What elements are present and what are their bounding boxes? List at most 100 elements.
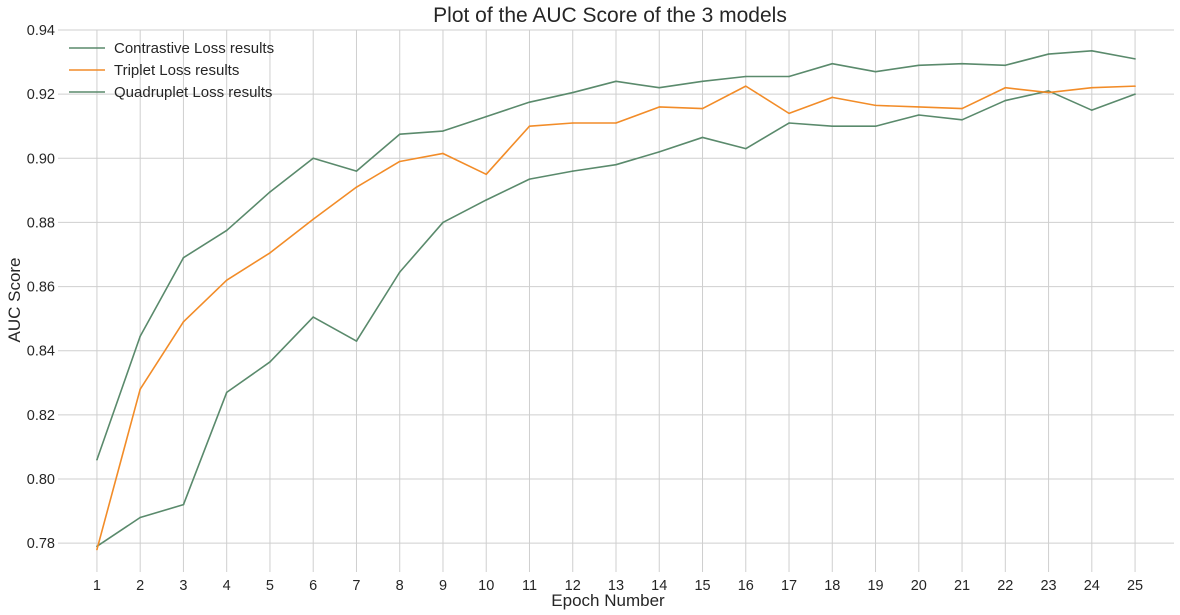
data-point-contrastive [182, 503, 185, 506]
data-point-quadruplet [874, 70, 877, 73]
x-tick-label: 14 [651, 578, 667, 594]
data-point-quadruplet [788, 75, 790, 78]
data-point-contrastive [1047, 90, 1050, 92]
data-point-quadruplet [96, 458, 98, 461]
x-tick-label: 8 [396, 578, 404, 594]
data-point-quadruplet [917, 64, 920, 67]
data-point-contrastive [355, 340, 358, 342]
x-tick-label: 3 [179, 578, 187, 594]
data-point-quadruplet [961, 62, 963, 65]
data-point-contrastive [701, 136, 704, 139]
data-point-quadruplet [831, 62, 834, 65]
data-point-contrastive [269, 361, 271, 363]
data-point-contrastive [615, 163, 617, 166]
data-point-contrastive [571, 170, 574, 172]
x-tick-label: 22 [997, 578, 1013, 594]
data-point-contrastive [398, 271, 401, 273]
series-contrastive [96, 90, 1136, 548]
data-point-contrastive [1004, 99, 1007, 102]
data-point-triplet [744, 85, 747, 87]
data-point-contrastive [1091, 109, 1093, 111]
x-tick-label: 10 [478, 578, 494, 594]
data-point-quadruplet [225, 229, 228, 232]
data-point-quadruplet [571, 91, 574, 94]
data-point-contrastive [658, 151, 661, 153]
x-tick-label: 13 [608, 578, 624, 594]
x-tick-label: 19 [867, 578, 883, 594]
x-tick-label: 20 [911, 578, 927, 594]
data-point-quadruplet [701, 80, 704, 83]
data-point-quadruplet [1004, 64, 1007, 67]
grid [58, 29, 1174, 572]
data-point-triplet [615, 122, 617, 124]
series-triplet [96, 85, 1136, 551]
legend: Contrastive Loss results Triplet Loss re… [69, 40, 274, 101]
data-point-triplet [225, 279, 228, 281]
data-point-triplet [398, 160, 401, 163]
x-tick-label: 15 [694, 578, 710, 594]
x-tick-label: 25 [1127, 578, 1143, 594]
x-tick-label: 1 [93, 578, 101, 594]
data-point-triplet [1134, 85, 1136, 87]
data-point-contrastive [528, 178, 531, 180]
data-point-quadruplet [269, 191, 271, 193]
data-point-quadruplet [744, 75, 747, 78]
data-point-contrastive [225, 391, 228, 394]
data-point-triplet [442, 152, 444, 155]
data-point-contrastive [788, 122, 790, 124]
data-point-contrastive [831, 125, 834, 128]
y-tick-label: 0.80 [27, 472, 55, 488]
data-point-triplet [269, 252, 271, 254]
x-tick-label: 18 [824, 578, 840, 594]
y-axis-label: AUC Score [5, 257, 24, 342]
data-point-contrastive [485, 199, 488, 201]
data-point-quadruplet [182, 256, 185, 259]
x-tick-label: 11 [522, 578, 537, 594]
x-tick-label: 21 [954, 578, 970, 594]
data-point-contrastive [139, 516, 141, 519]
legend-label-contrastive: Contrastive Loss results [114, 40, 274, 57]
data-point-triplet [528, 125, 531, 128]
x-tick-label: 24 [1084, 578, 1100, 594]
x-tick-label: 6 [309, 578, 317, 594]
data-point-quadruplet [139, 335, 141, 338]
data-point-quadruplet [1047, 53, 1050, 55]
x-tick-label: 23 [1040, 578, 1056, 594]
data-point-contrastive [1134, 93, 1136, 95]
data-point-triplet [1004, 86, 1007, 89]
x-tick-label: 12 [565, 578, 581, 594]
data-point-quadruplet [615, 80, 617, 83]
x-tick-label: 2 [136, 578, 144, 594]
data-point-triplet [96, 548, 98, 551]
data-point-triplet [831, 96, 834, 99]
x-tick-label: 7 [352, 578, 360, 594]
data-point-quadruplet [658, 86, 661, 89]
data-point-quadruplet [312, 157, 315, 160]
data-point-contrastive [874, 125, 877, 128]
data-point-triplet [485, 173, 488, 176]
y-tick-label: 0.88 [27, 215, 55, 231]
x-tick-label: 16 [738, 578, 754, 594]
data-point-quadruplet [355, 170, 358, 172]
data-point-triplet [1047, 91, 1050, 94]
legend-label-quadruplet: Quadruplet Loss results [114, 84, 272, 101]
y-tick-labels: 0.78 0.80 0.82 0.84 0.86 0.88 0.90 0.92 0.94 [27, 23, 55, 552]
y-tick-label: 0.78 [27, 536, 55, 552]
data-point-triplet [182, 321, 185, 323]
data-point-triplet [874, 104, 877, 107]
x-tick-label: 5 [266, 578, 274, 594]
data-point-triplet [139, 388, 141, 390]
data-point-contrastive [442, 221, 444, 224]
data-point-triplet [571, 122, 574, 124]
data-point-quadruplet [1091, 50, 1093, 52]
y-tick-label: 0.90 [27, 151, 55, 167]
data-point-contrastive [744, 147, 747, 150]
data-point-triplet [1091, 86, 1093, 89]
series-lines [96, 50, 1136, 551]
data-point-triplet [312, 218, 315, 221]
data-point-quadruplet [485, 115, 488, 118]
data-point-quadruplet [1134, 58, 1136, 60]
x-tick-label: 4 [223, 578, 231, 594]
data-point-triplet [701, 107, 704, 110]
